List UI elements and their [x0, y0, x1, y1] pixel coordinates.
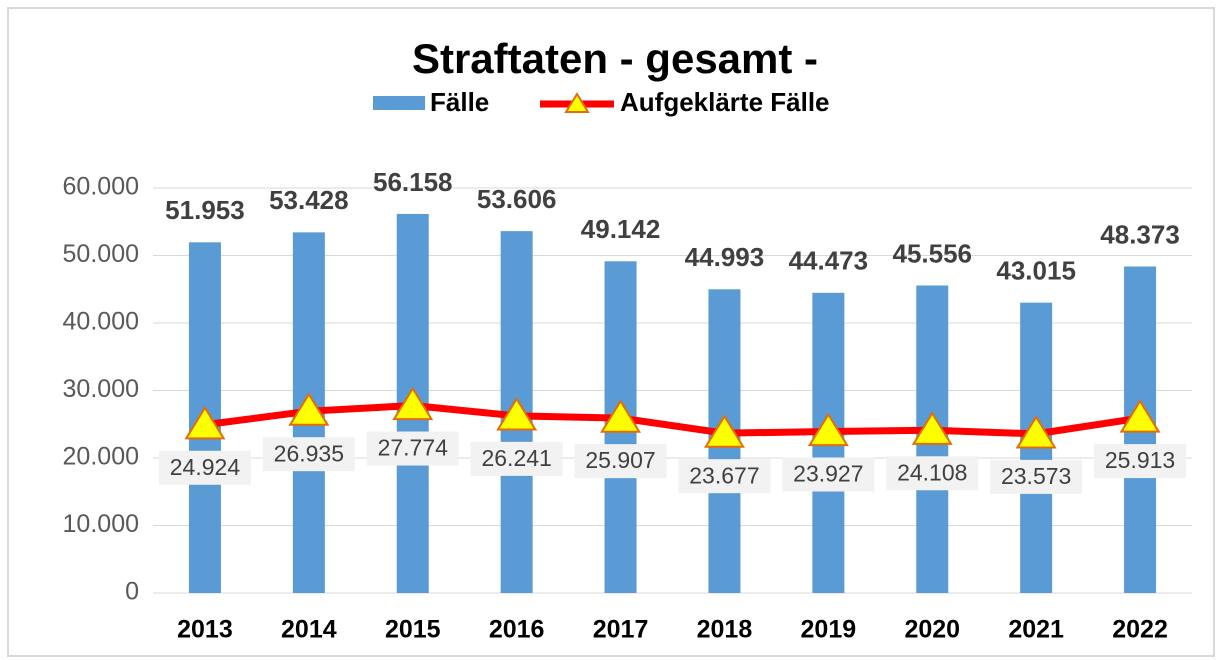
line-value-label: 27.774 — [378, 435, 449, 461]
x-tick-label: 2018 — [697, 616, 753, 644]
y-tick-label: 30.000 — [63, 375, 139, 403]
bar-value-label: 49.142 — [581, 214, 661, 244]
chart-title: Straftaten - gesamt - — [412, 35, 818, 82]
line-marker — [600, 399, 642, 433]
value-label-box — [574, 444, 667, 479]
y-tick-label: 40.000 — [63, 308, 139, 336]
line-marker — [392, 386, 434, 421]
value-label-box — [262, 437, 355, 472]
line-marker — [184, 405, 226, 440]
value-label-box — [782, 457, 875, 492]
bar-value-label: 56.158 — [373, 167, 453, 197]
legend-label: Aufgeklärte Fälle — [620, 87, 830, 117]
legend-swatch — [564, 92, 590, 113]
y-tick-label: 60.000 — [63, 173, 139, 201]
bar-value-label: 48.373 — [1100, 219, 1180, 249]
bar-value-label: 53.428 — [269, 185, 349, 215]
bar-value-label: 53.606 — [477, 184, 557, 214]
bar-value-label: 43.015 — [996, 256, 1076, 286]
legend-swatch — [373, 96, 425, 110]
x-tick-label: 2016 — [489, 616, 545, 644]
x-tick-label: 2020 — [904, 616, 960, 644]
line-marker — [807, 412, 849, 447]
line-marker — [1015, 414, 1057, 449]
value-label-box — [678, 459, 771, 494]
x-tick-label: 2013 — [177, 616, 233, 644]
line-value-label: 24.108 — [897, 459, 967, 485]
x-tick-label: 2015 — [385, 616, 441, 644]
y-tick-label: 20.000 — [63, 443, 139, 471]
line-value-label: 23.927 — [793, 461, 863, 487]
x-tick-label: 2021 — [1008, 616, 1064, 644]
x-tick-label: 2022 — [1112, 616, 1168, 644]
line-marker — [1119, 399, 1161, 433]
line — [204, 402, 1141, 438]
line-value-label: 25.907 — [585, 447, 655, 473]
y-tick-label: 10.000 — [63, 510, 139, 538]
line-marker — [288, 392, 330, 426]
line-value-label: 25.913 — [1105, 447, 1175, 473]
x-tick-label: 2014 — [281, 616, 337, 644]
value-label-box — [366, 431, 459, 466]
line-value-label: 23.573 — [1001, 463, 1071, 489]
bar-value-label: 45.556 — [892, 238, 972, 268]
x-tick-label: 2017 — [593, 616, 649, 644]
line-marker — [703, 414, 745, 448]
value-label-box — [990, 459, 1083, 494]
x-tick-label: 2019 — [801, 616, 857, 644]
line-value-label: 26.241 — [481, 445, 551, 471]
y-tick-label: 50.000 — [63, 240, 139, 268]
bar-value-label: 51.953 — [165, 195, 245, 225]
line-value-label: 26.935 — [274, 440, 344, 466]
y-tick-label: 0 — [125, 578, 139, 606]
value-label-box — [886, 456, 979, 491]
line-marker — [911, 411, 953, 445]
legend-label: Fälle — [430, 87, 489, 117]
bar-value-label: 44.993 — [685, 242, 765, 272]
bar-value-label: 44.473 — [789, 246, 869, 276]
value-label-box — [470, 441, 563, 476]
value-label-box — [1094, 444, 1187, 479]
line-marker — [496, 396, 538, 431]
line-value-label: 24.924 — [170, 454, 241, 480]
line-value-label: 23.677 — [689, 462, 759, 488]
value-label-box — [158, 450, 251, 485]
